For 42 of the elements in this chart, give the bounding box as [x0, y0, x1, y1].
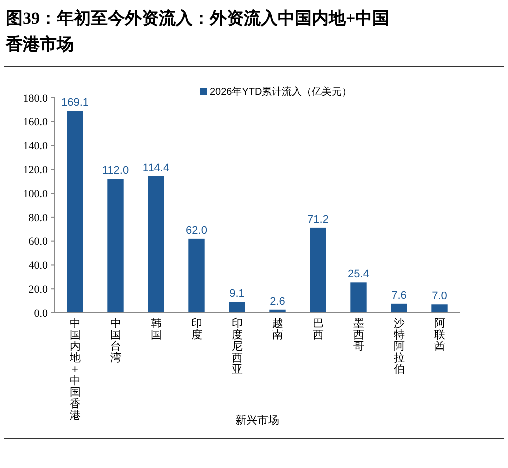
x-tick-label: 韩国 — [150, 317, 162, 342]
y-tick-label: 180.0 — [23, 92, 48, 105]
text: 25.4 — [348, 268, 370, 281]
y-tick-label: 160.0 — [23, 116, 48, 129]
text: 169.1 — [61, 97, 90, 110]
text: 7.6 — [392, 290, 407, 302]
x-tick-label: 越南 — [272, 317, 284, 342]
y-tick-label: 80.0 — [28, 212, 48, 224]
x-tick-label: 沙特阿拉伯 — [394, 317, 405, 376]
y-tick-label: 20.0 — [28, 284, 48, 296]
bar — [310, 228, 326, 313]
x-tick-label: 中国台湾 — [110, 317, 122, 364]
y-tick-label: 140.0 — [23, 140, 48, 153]
text: 9.1 — [230, 288, 245, 300]
chart-title: 图39：年初至今外资流入：外资流入中国内地+中国香港市场 — [5, 9, 390, 54]
y-tick-label: 100.0 — [23, 188, 48, 200]
y-tick-label: 60.0 — [28, 236, 48, 248]
x-tick-label: 阿联酋 — [434, 318, 446, 353]
x-tick-label: 墨西哥 — [353, 318, 364, 353]
text: 2.6 — [270, 296, 286, 308]
bar — [67, 111, 84, 313]
x-tick-label: 印度尼西亚 — [232, 317, 243, 376]
bar — [148, 176, 164, 313]
text: 7.0 — [432, 290, 448, 303]
bar — [432, 304, 448, 313]
bar — [229, 302, 246, 313]
bar — [188, 238, 205, 313]
x-tick-label: 巴西 — [312, 318, 324, 342]
y-tick-label: 40.0 — [28, 260, 48, 272]
y-tick-label: 0.0 — [34, 308, 48, 320]
bar — [391, 304, 408, 313]
y-tick-label: 120.0 — [23, 164, 48, 177]
x-axis-title: 新兴市场 — [236, 414, 280, 427]
legend-label: 2026年YTD累计流入（亿美元） — [210, 86, 352, 98]
text: 71.2 — [308, 214, 329, 226]
x-tick-label: 印度 — [191, 317, 202, 342]
text: 112.0 — [102, 165, 130, 178]
bar — [108, 179, 124, 313]
text: 62.0 — [186, 224, 208, 237]
category-label: 中国内地+中国香港 — [70, 318, 81, 422]
bar — [350, 282, 367, 313]
text: 114.4 — [142, 162, 170, 174]
